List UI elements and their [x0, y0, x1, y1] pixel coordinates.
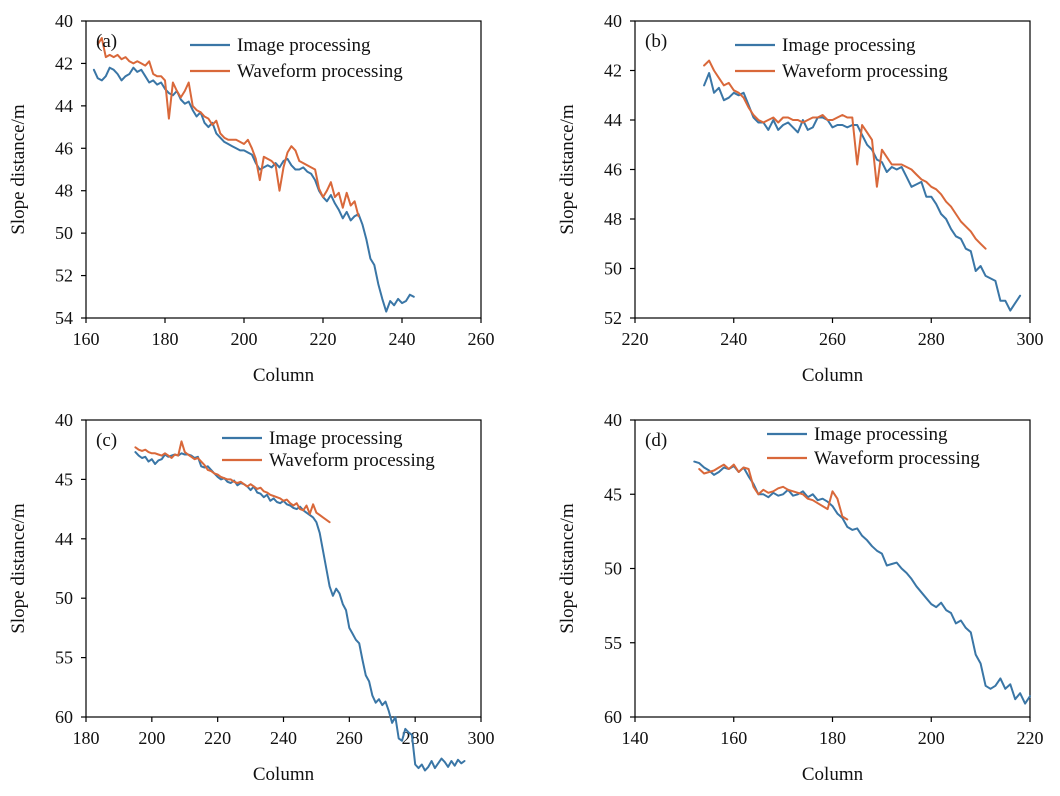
- panel-label: (c): [96, 430, 117, 451]
- x-tick-label: 180: [819, 728, 846, 748]
- y-axis-label: Slope distance/m: [8, 503, 29, 634]
- x-tick-label: 200: [918, 728, 945, 748]
- x-tick-label: 180: [73, 728, 100, 748]
- x-tick-label: 200: [231, 329, 258, 349]
- y-tick-label: 46: [55, 138, 73, 158]
- x-tick-label: 220: [1017, 728, 1044, 748]
- x-tick-label: 240: [270, 728, 297, 748]
- x-tick-label: 260: [336, 728, 363, 748]
- y-tick-label: 60: [55, 707, 73, 727]
- panel-b: 220 240 260 280 300 40 42 44 46 48 50 52 Column Slope…: [557, 11, 1044, 386]
- legend-label: Waveform processing: [782, 61, 948, 82]
- x-tick-label: 160: [73, 329, 100, 349]
- x-tick-label: 200: [138, 728, 165, 748]
- y-tick-label: 50: [604, 559, 622, 579]
- y-tick-label: 50: [55, 588, 73, 608]
- y-axis-label: Slope distance/m: [8, 104, 29, 235]
- y-tick-label: 52: [604, 308, 622, 328]
- y-tick-label: 55: [55, 648, 73, 668]
- y-tick-label: 44: [55, 529, 73, 549]
- x-axis-label: Column: [253, 764, 315, 785]
- y-tick-label: 40: [55, 11, 73, 31]
- x-tick-label: 240: [389, 329, 416, 349]
- y-tick-label: 48: [604, 209, 622, 229]
- panel-c: 180 200 220 240 260 280 300404544505560ColumnS…: [8, 410, 495, 785]
- legend-label: Waveform processing: [269, 450, 435, 471]
- x-tick-label: 300: [1017, 329, 1044, 349]
- series-waveform-processing-line: [134, 440, 331, 524]
- y-axis-label: Slope distance/m: [557, 503, 578, 634]
- series-waveform-processing-line: [703, 59, 987, 250]
- y-tick-label: 46: [604, 160, 622, 180]
- x-tick-label: 140: [622, 728, 649, 748]
- series-image-processing-line: [134, 451, 466, 772]
- y-tick-label: 60: [604, 707, 622, 727]
- panel-label: (b): [645, 31, 667, 52]
- panel-label: (a): [96, 31, 117, 52]
- y-tick-label: 44: [55, 96, 73, 116]
- y-tick-label: 45: [55, 469, 73, 489]
- x-tick-label: 160: [720, 728, 747, 748]
- series-waveform-processing-line: [698, 463, 849, 521]
- y-tick-label: 54: [55, 308, 73, 328]
- legend-label: Image processing: [782, 35, 916, 56]
- x-axis-label: Column: [802, 365, 864, 386]
- y-tick-label: 44: [604, 110, 622, 130]
- y-tick-label: 40: [55, 410, 73, 430]
- x-tick-label: 240: [720, 329, 747, 349]
- legend-label: Image processing: [237, 35, 371, 56]
- legend-label: Waveform processing: [814, 448, 980, 469]
- x-tick-label: 220: [310, 329, 337, 349]
- x-tick-label: 300: [468, 728, 495, 748]
- panel-a: 160 180 200 220 240 260 40 42 44 46 48 50 52 54 Column…: [8, 11, 495, 386]
- legend-label: Image processing: [269, 428, 403, 449]
- series-image-processing-line: [693, 460, 1031, 705]
- y-tick-label: 42: [604, 61, 622, 81]
- x-tick-label: 180: [152, 329, 179, 349]
- x-tick-label: 280: [918, 329, 945, 349]
- x-axis-label: Column: [253, 365, 315, 386]
- y-tick-label: 50: [604, 259, 622, 279]
- x-tick-label: 260: [819, 329, 846, 349]
- y-tick-label: 52: [55, 266, 73, 286]
- y-tick-label: 45: [604, 484, 622, 504]
- plot-frame: [85, 20, 482, 319]
- y-tick-label: 42: [55, 53, 73, 73]
- legend-label: Image processing: [814, 424, 948, 445]
- x-tick-label: 260: [468, 329, 495, 349]
- x-axis-label: Column: [802, 764, 864, 785]
- series-image-processing-line: [703, 72, 1022, 312]
- y-tick-label: 40: [604, 11, 622, 31]
- x-tick-label: 220: [622, 329, 649, 349]
- panel-label: (d): [645, 430, 667, 451]
- series-image-processing-line: [92, 66, 415, 313]
- series-waveform-processing-line: [96, 37, 360, 218]
- y-tick-label: 40: [604, 410, 622, 430]
- y-axis-label: Slope distance/m: [557, 104, 578, 235]
- x-tick-label: 220: [204, 728, 231, 748]
- y-tick-label: 48: [55, 181, 73, 201]
- panel-d: 140 160 180 200 220 40 45 50 55 60 Column Slope dis…: [557, 410, 1044, 785]
- y-tick-label: 55: [604, 633, 622, 653]
- legend-label: Waveform processing: [237, 61, 403, 82]
- y-tick-label: 50: [55, 223, 73, 243]
